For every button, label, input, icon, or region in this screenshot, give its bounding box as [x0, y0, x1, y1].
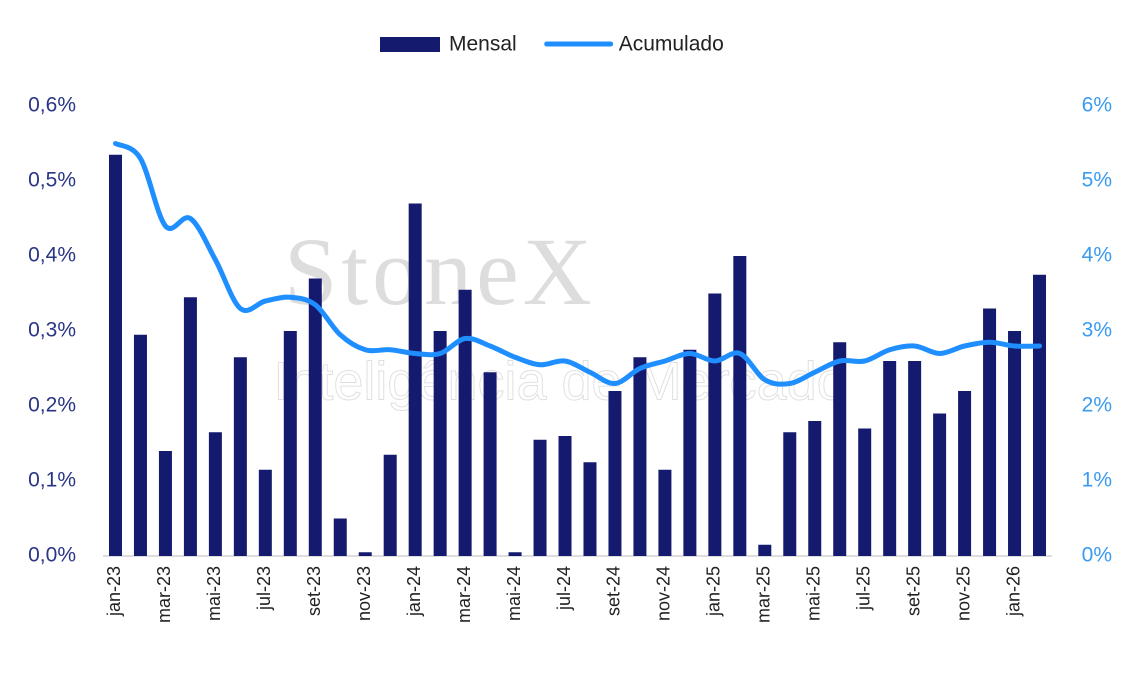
- x-tick-label: mar-25: [754, 566, 774, 623]
- bar: [208, 432, 222, 556]
- legend-label: Acumulado: [619, 33, 724, 56]
- bar: [183, 297, 197, 556]
- x-tick-label: nov-24: [654, 566, 674, 621]
- bar: [783, 432, 797, 556]
- x-tick-label: nov-23: [354, 566, 374, 621]
- bar: [583, 462, 597, 556]
- y-tick-label: 0,3%: [28, 319, 76, 342]
- y-tick-label: 0,0%: [28, 544, 76, 567]
- bar: [983, 308, 997, 556]
- x-tick-label: jul-24: [554, 566, 574, 611]
- bar: [833, 342, 847, 556]
- x-tick-label: set-23: [304, 566, 324, 616]
- y2-tick-label: 3%: [1082, 319, 1112, 342]
- x-tick-label: set-25: [903, 566, 923, 616]
- y2-tick-label: 1%: [1082, 469, 1112, 492]
- bar: [258, 469, 272, 556]
- x-tick-label: mar-23: [154, 566, 174, 623]
- x-tick-label: mai-25: [804, 566, 824, 621]
- bar: [508, 552, 522, 556]
- bar: [483, 372, 497, 556]
- bar: [358, 552, 372, 556]
- y-tick-label: 0,6%: [28, 94, 76, 117]
- y2-tick-label: 5%: [1082, 169, 1112, 192]
- x-tick-label: jan-24: [404, 566, 424, 617]
- legend-label: Mensal: [449, 33, 517, 56]
- bar: [933, 413, 947, 556]
- legend-swatch: [380, 37, 440, 52]
- y2-tick-label: 4%: [1082, 244, 1112, 267]
- bar: [758, 544, 772, 556]
- x-tick-label: jul-25: [853, 566, 873, 611]
- bar: [883, 361, 897, 556]
- bar: [333, 518, 347, 556]
- bar: [608, 391, 622, 556]
- bar: [808, 421, 822, 556]
- x-tick-label: jan-25: [704, 566, 724, 617]
- bar: [283, 331, 297, 556]
- x-tick-label: mai-23: [204, 566, 224, 621]
- y2-tick-label: 2%: [1082, 394, 1112, 417]
- bar: [108, 154, 122, 556]
- bar: [658, 469, 672, 556]
- bar: [308, 278, 322, 556]
- x-tick-label: jan-23: [104, 566, 124, 617]
- y-tick-label: 0,4%: [28, 244, 76, 267]
- x-tick-label: mai-24: [504, 566, 524, 621]
- y-tick-label: 0,1%: [28, 469, 76, 492]
- bar: [383, 454, 397, 556]
- watermark: StoneX: [284, 218, 596, 325]
- line: [112, 141, 1043, 387]
- x-tick-label: nov-25: [953, 566, 973, 621]
- bar: [433, 331, 447, 556]
- bar: [158, 451, 172, 556]
- bar: [858, 428, 872, 556]
- x-tick-label: jul-23: [254, 566, 274, 611]
- bar: [533, 439, 547, 556]
- bar: [683, 349, 697, 556]
- bar: [708, 293, 722, 556]
- y2-tick-label: 0%: [1082, 544, 1112, 567]
- y-tick-label: 0,5%: [28, 169, 76, 192]
- bar: [633, 357, 647, 556]
- bar: [1008, 331, 1022, 556]
- bar: [733, 256, 747, 556]
- bar: [408, 203, 422, 556]
- bar: [1033, 274, 1047, 556]
- bar: [558, 436, 572, 556]
- y2-tick-label: 6%: [1082, 94, 1112, 117]
- x-tick-label: jan-26: [1003, 566, 1023, 617]
- bar: [133, 334, 147, 556]
- x-tick-label: set-24: [604, 566, 624, 616]
- x-tick-label: mar-24: [454, 566, 474, 623]
- bar: [958, 391, 972, 556]
- bar: [233, 357, 247, 556]
- bar: [908, 361, 922, 556]
- y-tick-label: 0,2%: [28, 394, 76, 417]
- bar: [458, 289, 472, 556]
